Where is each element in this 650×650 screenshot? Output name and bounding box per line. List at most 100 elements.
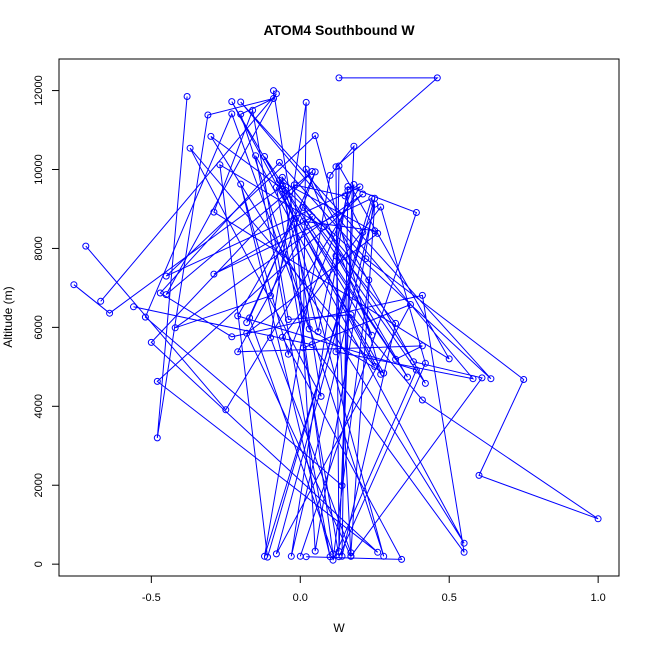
data-point — [243, 319, 251, 327]
data-point — [278, 173, 286, 181]
data-point — [445, 355, 453, 363]
data-point — [359, 190, 367, 198]
data-point — [335, 162, 343, 170]
data-point — [234, 312, 242, 320]
data-point — [82, 242, 90, 250]
data-point — [278, 333, 286, 341]
data-point — [272, 550, 280, 558]
data-point — [228, 98, 236, 106]
data-point — [252, 152, 260, 160]
series-line — [73, 101, 599, 553]
data-point — [97, 297, 105, 305]
y-axis-label: Altitude (m) — [1, 286, 15, 347]
series-5 — [70, 98, 602, 556]
data-point — [335, 74, 343, 82]
data-point — [275, 158, 283, 166]
data-point — [350, 181, 358, 188]
data-point — [278, 182, 286, 190]
data-point — [147, 338, 155, 346]
data-point — [204, 111, 212, 119]
data-point — [410, 358, 417, 366]
data-point — [130, 303, 137, 311]
data-point — [418, 396, 426, 404]
data-point — [329, 556, 337, 564]
data-point — [520, 376, 528, 383]
data-point — [478, 374, 486, 382]
data-point — [460, 539, 468, 547]
series-2 — [141, 87, 468, 563]
data-point — [237, 180, 245, 188]
chart-title: ATOM4 Southbound W — [263, 22, 415, 38]
data-point — [216, 161, 224, 169]
data-point — [210, 270, 218, 278]
data-point — [356, 183, 364, 191]
plot-area — [70, 74, 602, 564]
data-point — [350, 142, 358, 150]
data-point — [362, 255, 370, 263]
data-point — [368, 194, 376, 202]
data-point — [302, 98, 310, 106]
data-point — [284, 316, 292, 323]
series-line — [264, 77, 439, 557]
data-point — [365, 276, 373, 284]
data-point — [412, 209, 420, 216]
data-point — [228, 110, 236, 118]
data-point — [460, 548, 468, 556]
data-point — [171, 324, 179, 332]
data-point — [594, 515, 602, 523]
x-axis-label: W — [333, 621, 345, 635]
data-point — [237, 98, 245, 106]
data-point — [311, 547, 319, 555]
series-line — [85, 134, 483, 558]
data-point — [469, 375, 477, 383]
data-point — [308, 341, 316, 349]
data-point — [371, 200, 379, 208]
data-point — [267, 292, 274, 300]
data-point — [418, 342, 426, 350]
data-point — [335, 553, 343, 561]
data-point — [207, 132, 215, 140]
data-point — [153, 377, 161, 385]
data-point — [433, 74, 441, 82]
data-point — [418, 291, 426, 299]
data-point — [421, 379, 429, 387]
x-tick-label: 0.0 — [293, 592, 308, 604]
data-point — [272, 90, 280, 98]
y-tick-label: 4000 — [33, 394, 45, 418]
data-point — [347, 552, 355, 560]
data-point — [487, 375, 495, 383]
series-line — [156, 96, 426, 557]
data-point — [314, 328, 322, 336]
data-point — [302, 165, 310, 173]
data-point — [264, 553, 271, 561]
data-point — [228, 333, 236, 341]
data-point — [332, 348, 340, 356]
y-tick-label: 10000 — [33, 154, 45, 185]
data-point — [141, 313, 149, 321]
data-point — [186, 144, 194, 152]
series-3 — [153, 93, 429, 560]
y-axis: 0 2000 4000 6000 8000 10000 12000 — [33, 75, 60, 567]
series-line — [100, 93, 418, 561]
data-point — [302, 553, 310, 561]
data-point — [338, 552, 346, 560]
data-point — [332, 252, 340, 260]
data-point — [222, 406, 230, 414]
data-point — [404, 373, 411, 381]
y-tick-label: 12000 — [33, 75, 45, 106]
data-point — [311, 132, 319, 140]
data-point — [398, 555, 406, 563]
series-line — [144, 90, 465, 560]
data-point — [317, 392, 325, 400]
data-point — [284, 350, 292, 358]
data-point — [475, 471, 483, 479]
data-point — [407, 301, 414, 308]
data-point — [183, 93, 191, 100]
x-tick-label: 0.5 — [442, 592, 457, 604]
data-point — [326, 171, 334, 179]
x-tick-label: -0.5 — [142, 592, 161, 604]
data-point — [249, 106, 257, 114]
data-point — [392, 355, 400, 363]
series-6 — [97, 90, 420, 564]
